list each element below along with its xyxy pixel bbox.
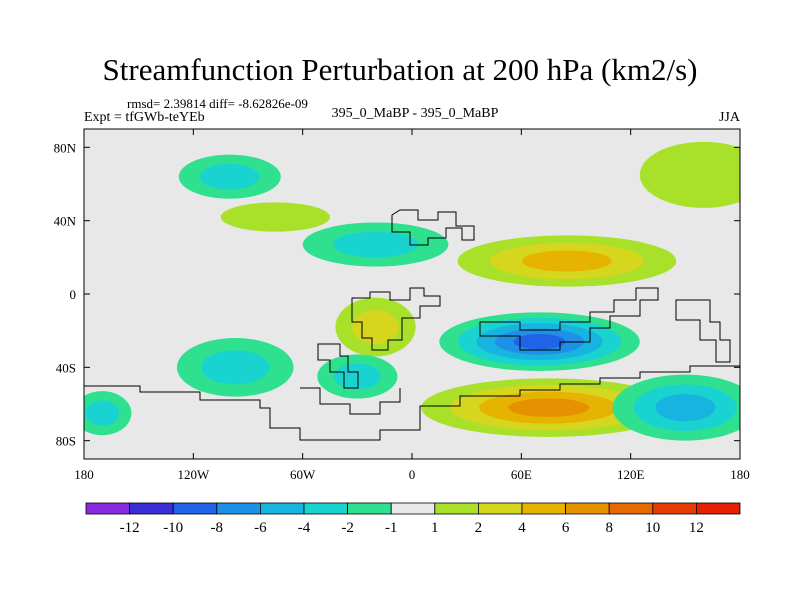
- axis-ticks: 180 120W 60W 0 60E 120E 180 80N 40N 0 40S 80S: [54, 129, 750, 482]
- colorbar-label-2: -8: [211, 520, 224, 536]
- case-comparison-label: 395_0_MaBP - 395_0_MaBP: [331, 106, 499, 121]
- colorbar-label-3: -6: [254, 520, 267, 536]
- contour-region-4-level-0: [639, 141, 740, 208]
- colorbar-swatch-6: [347, 502, 392, 515]
- colorbar-swatch-12: [608, 502, 654, 515]
- coastline-africa: [351, 287, 441, 351]
- contour-region-11-level-1: [85, 400, 120, 426]
- contour-region-5-level-1: [352, 309, 399, 345]
- contour-region-7-level-1: [201, 350, 270, 385]
- colorbar-label-7: 1: [431, 520, 439, 536]
- colorbar-swatch-13: [652, 502, 697, 515]
- colorbar-swatch-0: [85, 502, 130, 515]
- colorbar-label-6: -1: [385, 520, 398, 536]
- colorbar-swatch-11: [565, 502, 610, 515]
- colorbar-label-5: -2: [341, 520, 354, 536]
- colorbar-label-13: 12: [689, 520, 704, 536]
- y-tick-label-4: 80S: [56, 434, 76, 449]
- rmsd-diff-stats: rmsd= 2.39814 diff= -8.62826e-09: [127, 96, 308, 111]
- contour-region-6-level-4: [513, 334, 566, 350]
- colorbar-swatch-14: [696, 502, 741, 515]
- y-tick-label-2: 0: [70, 287, 77, 302]
- contour-region-9-level-3: [508, 398, 590, 417]
- colorbar-swatch-7: [390, 502, 436, 515]
- colorbar-label-8: 2: [475, 520, 483, 536]
- coastline-north-america: [391, 209, 475, 246]
- coastline-south-america: [317, 343, 359, 389]
- x-tick-label-0: 180: [74, 467, 94, 482]
- colorbar-label-9: 4: [518, 520, 526, 536]
- coastline-asia: [479, 287, 659, 351]
- colorbar-swatch-10: [521, 502, 566, 515]
- colorbar-label-4: -4: [298, 520, 311, 536]
- colorbar-swatch-2: [172, 502, 218, 515]
- x-tick-label-3: 0: [409, 467, 416, 482]
- colorbar-swatch-4: [259, 502, 305, 515]
- experiment-label: Expt = tfGWb-teYEb: [84, 110, 205, 125]
- season-label: JJA: [718, 110, 740, 125]
- chart-title: Streamfunction Perturbation at 200 hPa (…: [102, 52, 698, 87]
- x-tick-label-1: 120W: [177, 467, 210, 482]
- contour-region-0-level-1: [200, 163, 260, 190]
- x-tick-label-4: 60E: [511, 467, 532, 482]
- colorbar-label-12: 10: [645, 520, 660, 536]
- coastline-antarctica: [84, 365, 740, 441]
- contour-region-8-level-1: [333, 363, 381, 390]
- contour-fill-layer: [84, 141, 740, 441]
- coastline-layer: [84, 209, 740, 441]
- contour-region-3-level-2: [521, 250, 612, 272]
- colorbar: -12 -10 -8 -6 -4 -2 -1 1 2 4 6 8 10 12: [85, 502, 741, 536]
- coastline-australia: [300, 387, 401, 415]
- contour-region-10-level-2: [655, 394, 716, 422]
- x-tick-label-6: 180: [730, 467, 750, 482]
- colorbar-label-1: -10: [163, 520, 183, 536]
- colorbar-swatch-3: [216, 502, 261, 515]
- y-tick-label-0: 80N: [54, 140, 77, 155]
- y-tick-label-1: 40N: [54, 214, 77, 229]
- colorbar-label-0: -12: [120, 520, 140, 536]
- y-tick-label-3: 40S: [56, 360, 76, 375]
- x-tick-label-2: 60W: [290, 467, 316, 482]
- coastline-indonesia: [675, 299, 731, 363]
- colorbar-swatch-9: [477, 502, 523, 515]
- colorbar-swatch-1: [129, 502, 174, 515]
- colorbar-swatch-5: [303, 502, 348, 515]
- x-tick-label-5: 120E: [617, 467, 645, 482]
- colorbar-label-11: 8: [605, 520, 613, 536]
- colorbar-label-10: 6: [562, 520, 570, 536]
- contour-region-1-level-0: [220, 202, 330, 232]
- contour-region-2-level-1: [333, 231, 419, 258]
- colorbar-swatch-8: [434, 502, 479, 515]
